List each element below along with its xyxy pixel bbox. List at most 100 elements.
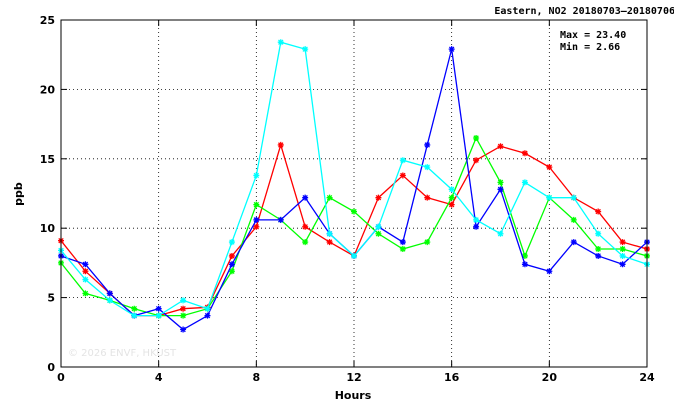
data-point	[473, 157, 480, 164]
data-point	[228, 239, 235, 246]
data-point	[546, 268, 553, 275]
data-point	[82, 261, 89, 268]
data-point	[106, 290, 113, 297]
max-annotation: Max = 23.40	[560, 30, 626, 41]
data-point	[399, 246, 406, 253]
data-point	[424, 239, 431, 246]
data-point	[570, 239, 577, 246]
data-point	[351, 252, 357, 259]
data-point	[399, 239, 406, 246]
data-point	[497, 230, 504, 237]
y-tick-label: 20	[40, 83, 56, 96]
y-tick-label: 10	[40, 222, 56, 235]
data-point	[546, 194, 553, 201]
y-tick-label: 0	[47, 361, 55, 374]
data-point	[497, 179, 504, 186]
data-point	[277, 39, 284, 46]
data-point	[619, 239, 626, 246]
y-tick-label: 5	[47, 292, 55, 305]
data-point	[595, 246, 602, 253]
data-point	[253, 172, 260, 179]
axis-ticks: 0 4 8 12 16 20 24 0 5 10 15 20 25	[40, 14, 655, 384]
data-point	[82, 276, 89, 283]
data-point	[228, 268, 235, 275]
data-point	[155, 312, 162, 319]
data-point	[497, 143, 504, 150]
data-point	[326, 239, 333, 246]
y-tick-label: 25	[40, 14, 55, 27]
data-point	[595, 230, 602, 237]
data-point	[302, 194, 309, 201]
data-point	[204, 312, 211, 319]
data-point	[375, 223, 382, 230]
series-line	[60, 142, 648, 317]
data-point	[448, 194, 455, 201]
data-point	[82, 290, 89, 297]
data-point	[277, 216, 284, 223]
data-point	[521, 179, 528, 186]
data-point	[180, 297, 187, 304]
data-point	[570, 216, 577, 223]
data-point	[180, 312, 187, 319]
data-point	[253, 223, 260, 230]
data-point	[399, 157, 406, 164]
data-point	[131, 312, 138, 319]
data-point	[302, 239, 309, 246]
chart-title: Eastern, NO2 20180703–20180706	[494, 6, 674, 17]
data-point	[253, 216, 260, 223]
data-point	[424, 141, 431, 148]
data-point	[375, 230, 382, 237]
data-point	[619, 252, 626, 259]
data-point	[180, 305, 187, 312]
data-point	[326, 230, 333, 237]
data-point	[228, 261, 235, 268]
data-point	[521, 252, 528, 259]
x-tick-label: 16	[444, 371, 460, 384]
grid	[61, 20, 647, 367]
data-point	[570, 194, 577, 201]
data-point	[424, 194, 431, 201]
data-point	[82, 268, 89, 275]
data-point	[595, 252, 602, 259]
x-tick-label: 12	[346, 371, 361, 384]
x-tick-label: 4	[155, 371, 163, 384]
data-point	[106, 297, 113, 304]
x-axis-label: Hours	[335, 389, 372, 402]
data-point	[448, 186, 455, 193]
data-point	[424, 164, 431, 171]
data-point	[155, 305, 162, 312]
data-point	[473, 223, 480, 230]
data-point	[448, 201, 455, 208]
data-point	[595, 208, 602, 215]
data-point	[351, 208, 357, 215]
data-point	[180, 326, 187, 333]
data-point	[546, 164, 553, 171]
series-2	[58, 134, 650, 319]
x-tick-label: 24	[639, 371, 655, 384]
x-tick-label: 0	[57, 371, 65, 384]
data-point	[521, 150, 528, 157]
data-point	[302, 46, 309, 53]
series-line	[60, 48, 648, 331]
data-point	[473, 216, 480, 223]
y-tick-label: 15	[40, 153, 55, 166]
data-point	[253, 201, 260, 208]
y-axis-label: ppb	[12, 182, 25, 206]
data-point	[302, 223, 309, 230]
watermark: © 2026 ENVF, HKUST	[68, 348, 177, 359]
data-point	[375, 194, 382, 201]
data-point	[131, 305, 138, 312]
min-annotation: Min = 2.66	[560, 41, 620, 53]
data-point	[619, 261, 626, 268]
data-point	[277, 141, 284, 148]
x-tick-label: 20	[542, 371, 558, 384]
data-point	[448, 46, 455, 53]
data-point	[399, 172, 406, 179]
data-point	[228, 252, 235, 259]
data-point	[619, 246, 626, 253]
data-point	[497, 186, 504, 193]
x-tick-label: 8	[253, 371, 261, 384]
data-point	[204, 305, 211, 312]
data-point	[521, 261, 528, 268]
